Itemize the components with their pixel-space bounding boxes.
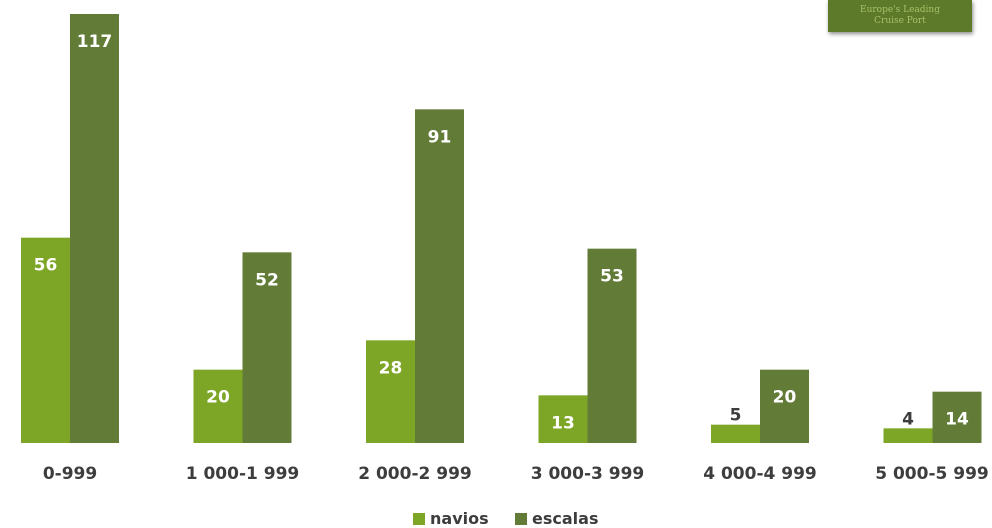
legend-label-navios: navios [430, 509, 489, 528]
legend: navios escalas [413, 509, 598, 528]
bar-navios-3 [538, 395, 588, 443]
value-label-navios-2: 28 [379, 358, 403, 378]
value-label-escalas-2: 91 [428, 127, 452, 147]
category-label-3: 3 000-3 999 [531, 464, 645, 484]
bar-escalas-1 [242, 252, 292, 443]
bar-escalas-0 [70, 14, 119, 443]
value-label-escalas-1: 52 [255, 270, 279, 290]
value-label-escalas-4: 20 [773, 388, 797, 408]
value-label-escalas-5: 14 [945, 410, 969, 430]
value-label-navios-5: 4 [902, 409, 914, 429]
value-label-navios-4: 5 [730, 406, 742, 426]
value-label-escalas-3: 53 [600, 267, 624, 287]
bars-group [21, 14, 982, 443]
category-label-0: 0-999 [43, 464, 97, 484]
badge-line-1: Europe's Leading [860, 5, 940, 15]
category-label-1: 1 000-1 999 [186, 464, 300, 484]
bar-navios-1 [193, 369, 243, 443]
bar-navios-2 [366, 340, 415, 443]
value-label-escalas-0: 117 [77, 32, 113, 52]
legend-swatch-escalas [515, 513, 527, 525]
legend-swatch-navios [413, 513, 425, 525]
value-label-navios-1: 20 [206, 388, 230, 408]
value-label-navios-0: 56 [34, 256, 58, 276]
badge-line-2: Cruise Port [874, 16, 926, 26]
bar-escalas-3 [587, 248, 637, 443]
category-labels-group: 0-999 1 000-1 999 2 000-2 999 3 000-3 999 4 … [43, 464, 989, 484]
bar-navios-0 [21, 237, 70, 443]
bar-escalas-5 [932, 391, 982, 443]
cruise-port-badge: Europe's Leading Cruise Port [828, 0, 972, 32]
bar-escalas-2 [415, 109, 464, 443]
category-label-4: 4 000-4 999 [703, 464, 817, 484]
bar-escalas-4 [760, 369, 809, 443]
value-labels-group: 56 117 20 52 28 91 13 53 5 20 4 14 [34, 32, 969, 433]
bar-navios-4 [711, 424, 760, 443]
category-label-5: 5 000-5 999 [875, 464, 989, 484]
bar-navios-5 [883, 428, 933, 443]
category-label-2: 2 000-2 999 [358, 464, 472, 484]
value-label-navios-3: 13 [551, 413, 575, 433]
legend-label-escalas: escalas [532, 509, 598, 528]
